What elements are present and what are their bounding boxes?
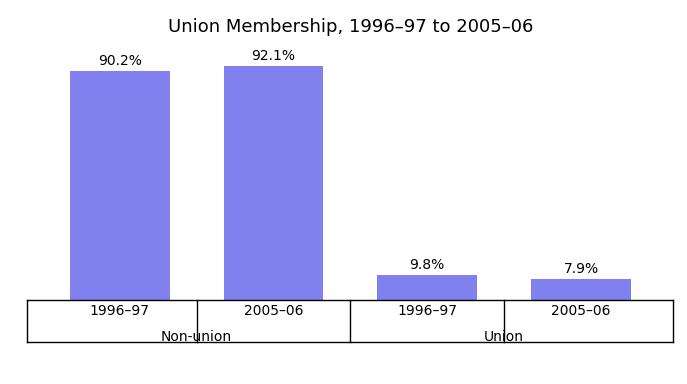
Text: 9.8%: 9.8% xyxy=(409,258,445,271)
Bar xyxy=(531,280,631,300)
Text: 90.2%: 90.2% xyxy=(98,54,142,68)
Text: Non-union: Non-union xyxy=(161,330,232,344)
Bar xyxy=(377,275,477,300)
Text: 7.9%: 7.9% xyxy=(563,262,598,276)
Title: Union Membership, 1996–97 to 2005–06: Union Membership, 1996–97 to 2005–06 xyxy=(168,18,533,36)
Bar xyxy=(223,66,324,300)
Bar xyxy=(70,71,170,300)
Text: 92.1%: 92.1% xyxy=(251,49,295,63)
Text: Union: Union xyxy=(484,330,524,344)
